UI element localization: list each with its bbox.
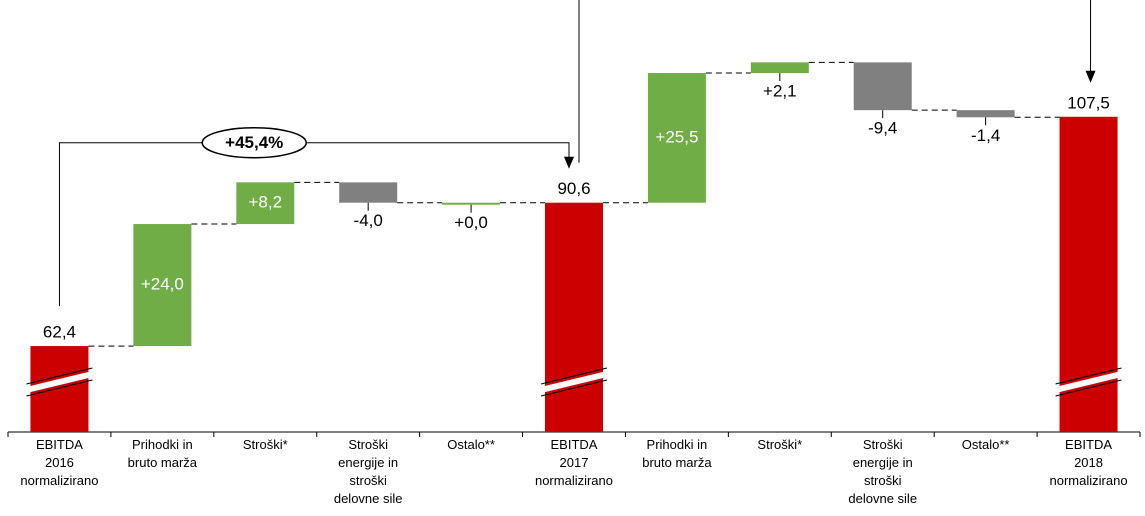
value-label: -1,4 [971,126,1000,145]
x-tick-label: Stroški energije in stroški delovne sile [848,437,917,506]
x-tick-label: EBITDA 2016 normalizirano [20,437,98,488]
x-tick-label: Stroški* [757,437,802,452]
break-mark [25,371,94,393]
annotation-bubble [201,126,307,159]
bar [750,62,809,74]
x-tick-label: Prihodki in bruto marža [642,437,712,470]
x-tick-label: Prihodki in bruto marža [128,437,198,470]
x-tick-label: EBITDA 2017 normalizirano [535,437,613,488]
break-mark [1055,379,1122,397]
value-label: 62,4 [43,323,76,342]
x-tick-label: Stroški energije in stroški delovne sile [334,437,403,506]
bar [236,182,295,225]
annotation-arrow [564,156,574,169]
bar [647,73,706,203]
bar [545,202,603,432]
break-mark [540,367,608,385]
break-mark [1054,371,1123,393]
value-label: +25,5 [655,127,698,146]
bar [339,182,398,203]
value-label: 107,5 [1067,93,1110,112]
value-label: +24,0 [141,275,184,294]
break-mark [1055,367,1122,385]
bar [853,62,912,111]
bar [956,110,1015,118]
annotation-bracket [578,0,1092,163]
break-mark [540,371,608,393]
value-label: +2,1 [763,82,797,101]
annotation: +45,4% [225,133,283,152]
break-mark [540,379,608,397]
value-label: 90,6 [557,179,590,198]
x-tick-label: Stroški* [243,437,288,452]
x-tick-label: Ostalo** [447,437,495,452]
value-label: -4,0 [354,211,383,230]
break-mark [26,367,93,385]
x-tick-label: Ostalo** [962,437,1010,452]
x-tick-label: EBITDA 2018 normalizirano [1050,437,1128,488]
value-label: +8,2 [248,193,282,212]
value-label: +0,0 [454,213,488,232]
value-label: -9,4 [868,119,897,138]
annotation-bracket [58,142,570,307]
bar [133,224,192,347]
annotation-arrow [1085,70,1096,83]
break-mark [26,379,93,397]
bar [442,202,501,205]
